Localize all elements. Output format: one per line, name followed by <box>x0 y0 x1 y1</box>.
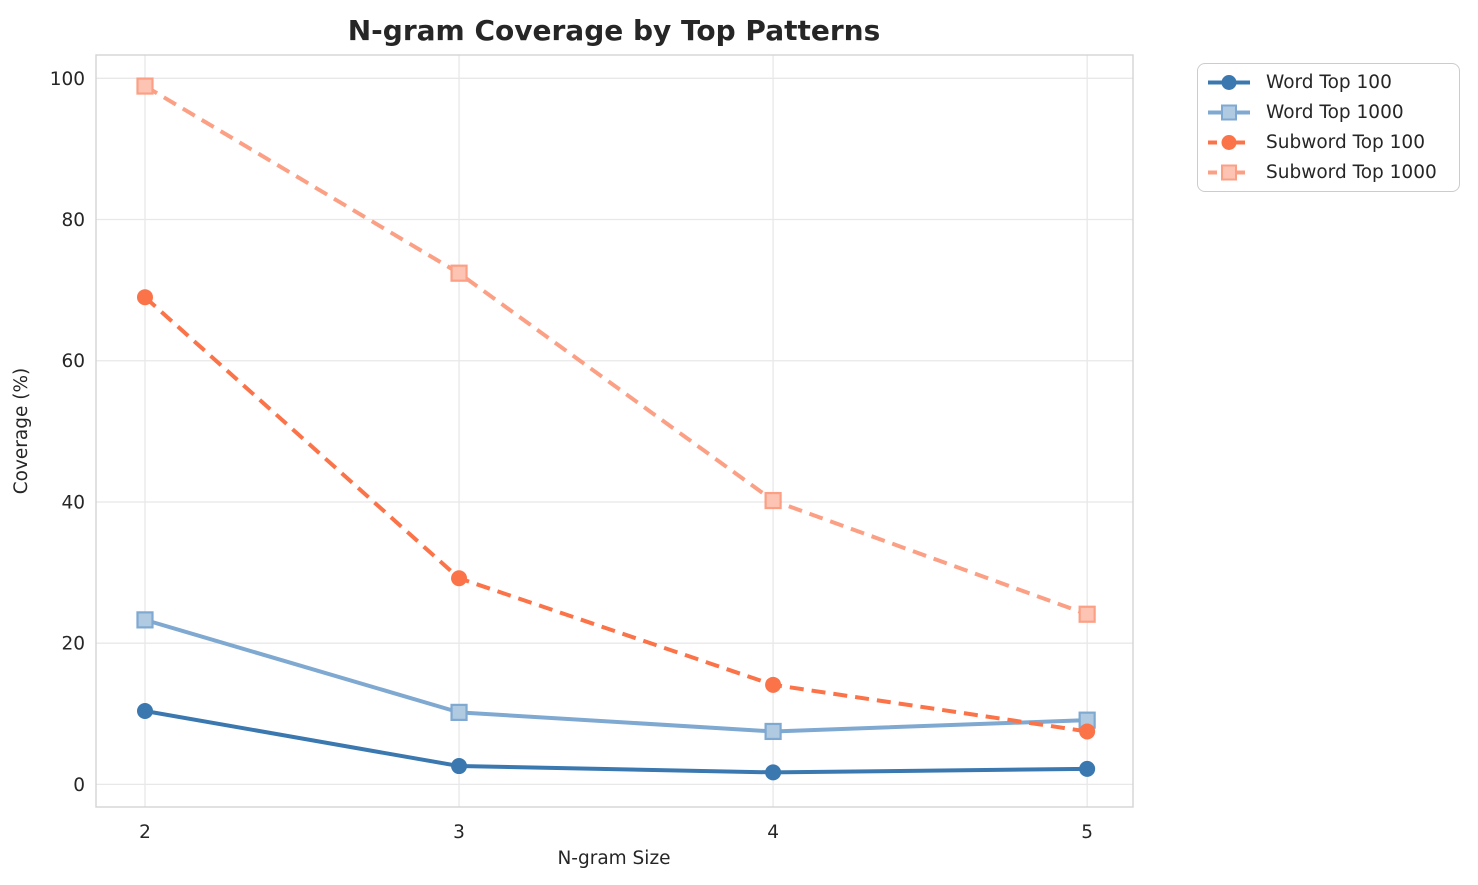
y-tick-label: 40 <box>61 492 85 513</box>
marker-word-top-1000 <box>136 611 154 629</box>
marker-word-top-100 <box>136 702 153 719</box>
x-tick-label: 5 <box>1081 822 1093 843</box>
legend-sample-circle-marker <box>1221 75 1237 90</box>
y-tick-label: 20 <box>61 634 85 655</box>
x-axis-label: N-gram Size <box>557 848 670 869</box>
marker-word-top-100 <box>1079 760 1096 777</box>
series-line-subword-top-1000 <box>143 84 1088 617</box>
legend-label: Word Top 100 <box>1266 72 1392 93</box>
marker-word-top-1000 <box>764 722 782 741</box>
legend-sample-square-marker <box>1221 104 1237 121</box>
legend: Word Top 100 Word Top 1000 Subword Top 100… <box>1197 63 1460 192</box>
y-tick-label: 100 <box>50 69 85 90</box>
y-axis-label: Coverage (%) <box>11 368 32 495</box>
marker-subword-top-100 <box>1079 723 1096 740</box>
x-tick-label: 2 <box>139 822 151 843</box>
legend-item-subword-top-1000: Subword Top 1000 <box>1206 162 1449 183</box>
legend-item-word-top-100: Word Top 100 <box>1206 72 1449 93</box>
legend-line-sample <box>1208 75 1250 90</box>
marker-word-top-1000 <box>450 703 468 721</box>
legend-sample-square-marker <box>1221 164 1237 181</box>
grid-layer <box>96 55 1133 807</box>
chart-title: N-gram Coverage by Top Patterns <box>348 14 881 47</box>
legend-item-word-top-1000: Word Top 1000 <box>1206 102 1449 123</box>
series-layer <box>136 77 1096 781</box>
legend-label: Subword Top 1000 <box>1266 162 1437 183</box>
legend-line-sample <box>1208 135 1250 150</box>
marker-word-top-100 <box>765 764 782 781</box>
series-line-word-top-100 <box>144 709 1088 775</box>
marker-subword-top-1000 <box>764 491 782 510</box>
marker-subword-top-100 <box>765 676 782 693</box>
legend-line-sample <box>1208 104 1250 121</box>
legend-sample-circle-marker <box>1221 135 1237 150</box>
y-tick-label: 60 <box>61 351 85 372</box>
marker-subword-top-1000 <box>1078 605 1096 623</box>
marker-subword-top-100 <box>136 289 153 306</box>
series-line-subword-top-100 <box>143 295 1088 734</box>
marker-word-top-100 <box>451 758 468 775</box>
legend-label: Subword Top 100 <box>1266 132 1425 153</box>
x-tick-label: 3 <box>453 822 465 843</box>
marker-subword-top-1000 <box>136 77 154 95</box>
plot-border <box>95 54 1134 808</box>
y-tick-label: 0 <box>73 775 85 796</box>
marker-subword-top-100 <box>451 570 468 587</box>
series-line-word-top-1000 <box>144 617 1088 734</box>
tick-layer: 0 20 40 60 80 100 2 3 4 5 <box>50 69 1093 843</box>
legend-label: Word Top 1000 <box>1266 102 1404 123</box>
x-tick-label: 4 <box>767 822 779 843</box>
legend-line-sample <box>1208 164 1250 181</box>
marker-subword-top-1000 <box>450 264 468 282</box>
legend-item-subword-top-100: Subword Top 100 <box>1206 132 1449 153</box>
y-tick-label: 80 <box>61 210 85 231</box>
